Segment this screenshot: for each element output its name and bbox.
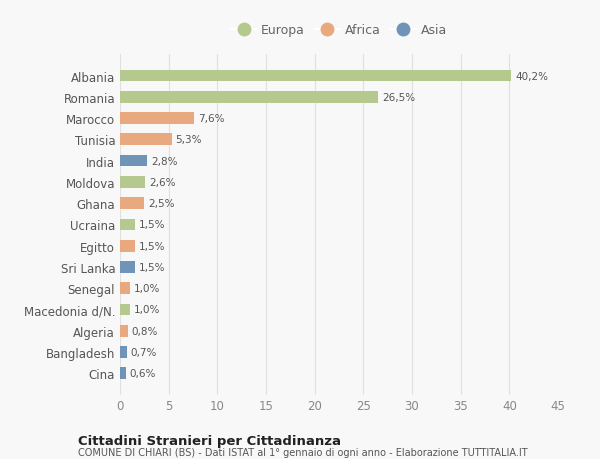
Text: 40,2%: 40,2% bbox=[515, 71, 548, 81]
Bar bbox=[120, 241, 134, 252]
Text: 1,0%: 1,0% bbox=[134, 305, 160, 315]
Text: 0,7%: 0,7% bbox=[131, 347, 157, 357]
Bar bbox=[120, 92, 378, 103]
Text: 1,5%: 1,5% bbox=[139, 263, 165, 272]
Bar bbox=[120, 71, 511, 82]
Bar bbox=[120, 219, 134, 231]
Bar bbox=[120, 368, 126, 379]
Bar bbox=[120, 113, 194, 125]
Text: 26,5%: 26,5% bbox=[382, 93, 415, 102]
Text: 1,0%: 1,0% bbox=[134, 284, 160, 294]
Legend: Europa, Africa, Asia: Europa, Africa, Asia bbox=[231, 24, 447, 37]
Text: Cittadini Stranieri per Cittadinanza: Cittadini Stranieri per Cittadinanza bbox=[78, 434, 341, 447]
Bar bbox=[120, 347, 127, 358]
Text: COMUNE DI CHIARI (BS) - Dati ISTAT al 1° gennaio di ogni anno - Elaborazione TUT: COMUNE DI CHIARI (BS) - Dati ISTAT al 1°… bbox=[78, 448, 527, 458]
Bar bbox=[120, 156, 147, 167]
Bar bbox=[120, 198, 145, 209]
Text: 1,5%: 1,5% bbox=[139, 220, 165, 230]
Bar bbox=[120, 262, 134, 273]
Text: 2,6%: 2,6% bbox=[149, 178, 176, 187]
Text: 2,8%: 2,8% bbox=[151, 156, 178, 166]
Text: 0,6%: 0,6% bbox=[130, 369, 156, 379]
Bar bbox=[120, 177, 145, 188]
Text: 2,5%: 2,5% bbox=[148, 199, 175, 209]
Bar bbox=[120, 304, 130, 316]
Text: 5,3%: 5,3% bbox=[175, 135, 202, 145]
Text: 0,8%: 0,8% bbox=[131, 326, 158, 336]
Bar bbox=[120, 283, 130, 294]
Text: 1,5%: 1,5% bbox=[139, 241, 165, 251]
Text: 7,6%: 7,6% bbox=[198, 114, 224, 124]
Bar bbox=[120, 134, 172, 146]
Bar bbox=[120, 325, 128, 337]
